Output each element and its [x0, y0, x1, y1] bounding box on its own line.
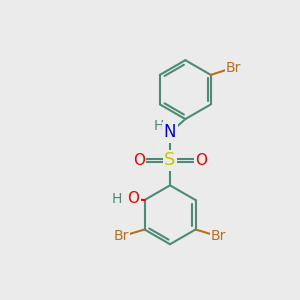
Text: S: S	[164, 151, 176, 169]
Text: H: H	[111, 192, 122, 206]
Text: ·: ·	[124, 192, 128, 206]
Text: Br: Br	[114, 229, 129, 243]
Text: Br: Br	[211, 229, 226, 243]
Text: N: N	[164, 123, 176, 141]
Text: H: H	[154, 119, 164, 133]
Text: O: O	[127, 191, 139, 206]
Text: O: O	[133, 153, 145, 168]
Text: O: O	[195, 153, 207, 168]
Text: Br: Br	[226, 61, 242, 75]
